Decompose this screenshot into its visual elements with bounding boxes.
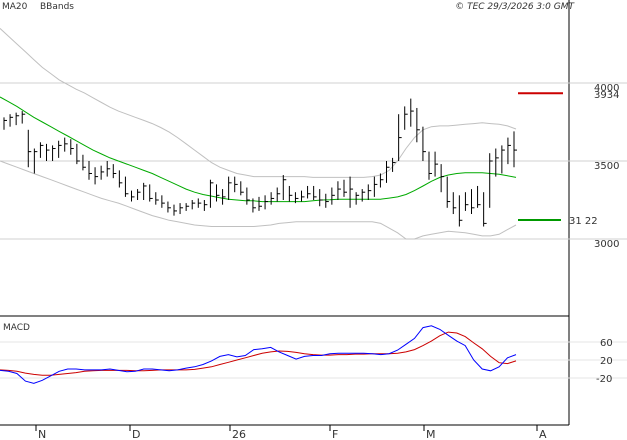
bband-lower (0, 160, 517, 240)
x-tick-label: D (132, 428, 140, 440)
macd-line (0, 325, 517, 384)
axis-ticks (35, 425, 538, 431)
bollinger-bands (0, 28, 517, 240)
x-tick-label: M (426, 428, 436, 440)
macd-signal-line (0, 331, 517, 376)
resistance-level-label: 3934 (594, 90, 619, 101)
chart-frame (0, 0, 570, 426)
x-tick-label: N (38, 428, 46, 440)
ma20-series (0, 96, 517, 203)
gridlines (0, 82, 627, 379)
ma20-legend: MA20 (2, 2, 28, 12)
price-tick-label: 3500 (594, 161, 619, 172)
support-level-label: 31 22 (569, 216, 598, 227)
macd-panel (0, 325, 517, 384)
price-tick-label: 3000 (594, 239, 619, 250)
bbands-legend: BBands (40, 2, 74, 12)
macd-tick-label: -20 (596, 374, 612, 385)
macd-title: MACD (3, 323, 30, 333)
ma20-line (0, 96, 517, 203)
price-tick-label: 4000 (594, 83, 619, 94)
bband-upper (0, 28, 517, 178)
macd-tick-label: 20 (600, 356, 613, 367)
copyright-text: © TEC 29/3/2026 3:0 GMT (455, 2, 575, 12)
x-tick-label: F (332, 428, 338, 440)
x-tick-label: A (539, 428, 547, 440)
macd-tick-label: 60 (600, 338, 613, 349)
price-levels (518, 92, 563, 221)
x-tick-label: 26 (232, 428, 246, 440)
price-bars (3, 98, 517, 227)
